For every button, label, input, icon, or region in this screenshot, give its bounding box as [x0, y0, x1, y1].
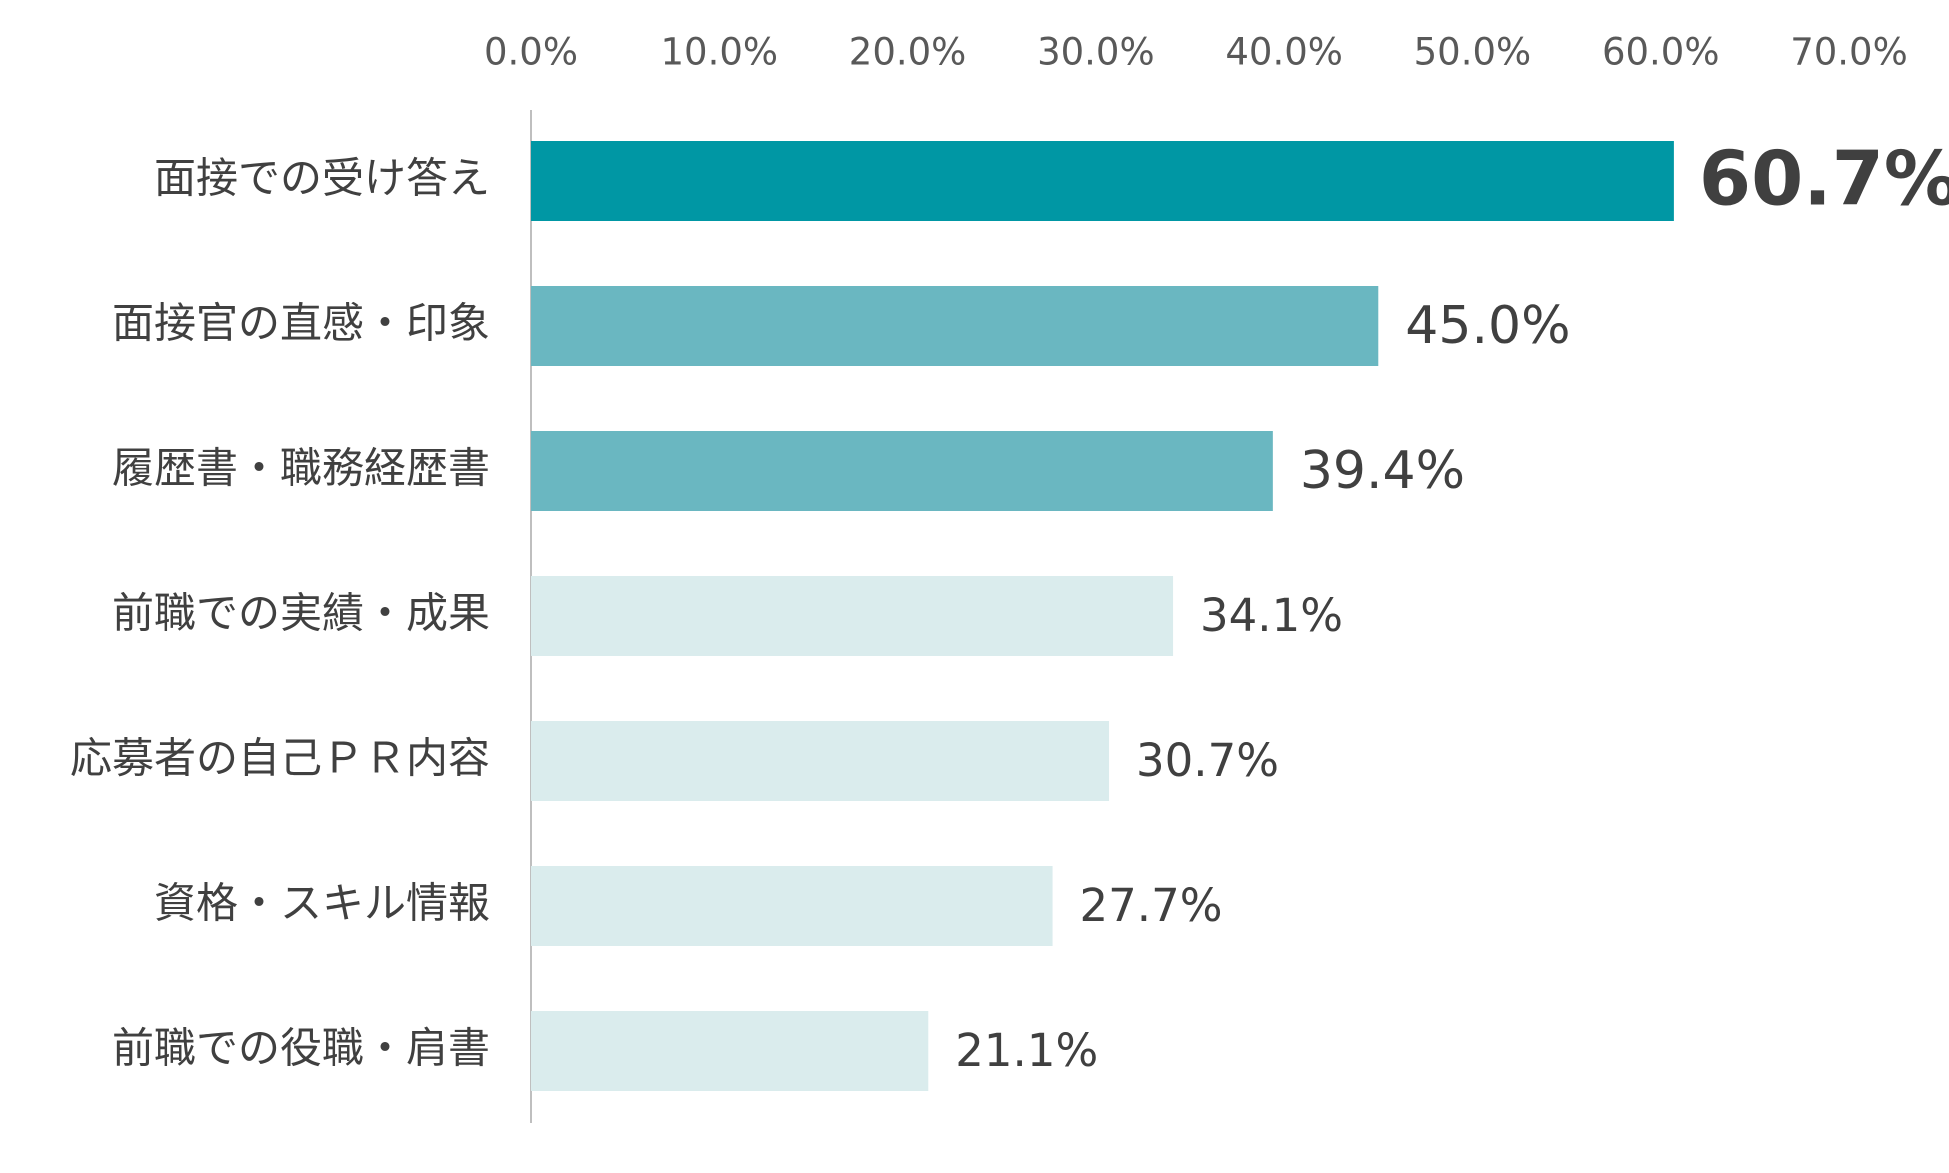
y-tick-label: 資格・スキル情報 — [154, 879, 490, 928]
y-tick-label: 前職での実績・成果 — [112, 589, 490, 638]
x-tick-label: 0.0% — [484, 31, 578, 74]
bar — [531, 286, 1379, 366]
y-tick-label: 面接官の直感・印象 — [112, 299, 490, 348]
y-tick-label: 前職での役職・肩書 — [112, 1024, 490, 1073]
bar — [531, 576, 1174, 656]
x-tick-label: 20.0% — [849, 31, 967, 74]
value-label: 45.0% — [1405, 296, 1570, 356]
x-tick-label: 30.0% — [1037, 31, 1155, 74]
bar — [531, 1011, 929, 1091]
value-label: 34.1% — [1200, 589, 1343, 642]
value-label: 21.1% — [955, 1024, 1098, 1077]
bar — [531, 141, 1674, 221]
y-tick-label: 応募者の自己ＰＲ内容 — [70, 734, 490, 783]
bar — [531, 866, 1053, 946]
value-label: 27.7% — [1080, 879, 1223, 932]
y-tick-label: 面接での受け答え — [154, 154, 490, 203]
x-tick-label: 50.0% — [1414, 31, 1532, 74]
x-tick-label: 10.0% — [661, 31, 779, 74]
value-label: 39.4% — [1300, 441, 1465, 501]
y-tick-label: 履歴書・職務経歴書 — [112, 444, 490, 493]
bar — [531, 431, 1273, 511]
value-label: 60.7% — [1699, 135, 1949, 223]
x-tick-label: 40.0% — [1225, 31, 1343, 74]
bar — [531, 721, 1110, 801]
x-tick-label: 70.0% — [1790, 31, 1908, 74]
value-label: 30.7% — [1136, 734, 1279, 787]
x-tick-label: 60.0% — [1602, 31, 1720, 74]
